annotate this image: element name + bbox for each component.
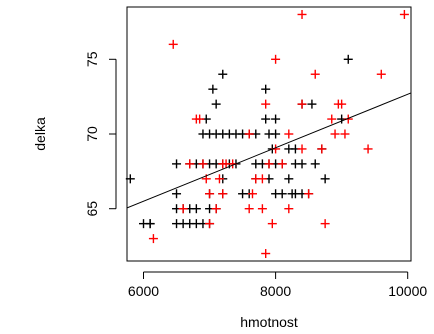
data-point: [244, 204, 254, 214]
data-point: [277, 159, 287, 169]
data-point: [214, 174, 224, 184]
x-axis: 6000 8000 10000: [128, 271, 427, 299]
data-point: [284, 204, 294, 214]
y-tick-label: 65: [84, 201, 100, 217]
data-point: [363, 144, 373, 154]
data-point: [330, 129, 340, 139]
data-point: [172, 159, 182, 169]
data-point: [271, 54, 281, 64]
data-point: [191, 204, 201, 214]
data-point: [257, 174, 267, 184]
data-point: [297, 9, 307, 19]
x-tick-label: 6000: [128, 283, 159, 299]
data-point: [261, 114, 271, 124]
data-point: [264, 159, 274, 169]
data-point: [307, 99, 317, 109]
data-point: [310, 69, 320, 79]
data-point: [261, 249, 271, 259]
x-tick-label: 10000: [388, 283, 427, 299]
data-point: [317, 144, 327, 154]
data-point: [340, 129, 350, 139]
data-point: [304, 189, 314, 199]
data-point: [343, 54, 353, 64]
data-point: [343, 114, 353, 124]
data-point: [297, 159, 307, 169]
data-point: [205, 189, 215, 199]
data-point: [185, 159, 195, 169]
data-point: [310, 159, 320, 169]
data-point: [261, 84, 271, 94]
data-point: [271, 129, 281, 139]
data-point: [247, 189, 257, 199]
data-point: [267, 219, 277, 229]
data-point: [208, 84, 218, 94]
data-point: [284, 129, 294, 139]
data-point: [172, 189, 182, 199]
y-axis: 65 70 75: [84, 51, 117, 217]
data-point: [244, 129, 254, 139]
data-point: [271, 114, 281, 124]
data-points: [125, 9, 409, 259]
data-point: [399, 9, 409, 19]
data-point: [198, 159, 208, 169]
data-point: [261, 99, 271, 109]
data-point: [211, 204, 221, 214]
data-point: [218, 189, 228, 199]
data-point: [178, 204, 188, 214]
regression-line: [126, 92, 412, 209]
data-point: [320, 219, 330, 229]
data-point: [218, 69, 228, 79]
data-point: [337, 99, 347, 109]
data-point: [145, 219, 155, 229]
data-point: [168, 39, 178, 49]
y-axis-label: delka: [32, 117, 48, 151]
data-point: [327, 114, 337, 124]
data-point: [148, 234, 158, 244]
data-point: [257, 204, 267, 214]
data-point: [297, 99, 307, 109]
data-point: [376, 69, 386, 79]
y-tick-label: 70: [84, 126, 100, 142]
data-point: [205, 219, 215, 229]
data-point: [297, 144, 307, 154]
data-point: [320, 174, 330, 184]
x-axis-label: hmotnost: [240, 314, 298, 330]
data-point: [195, 114, 205, 124]
plot-frame: [126, 6, 412, 262]
x-tick-label: 8000: [260, 283, 291, 299]
y-tick-label: 75: [84, 51, 100, 67]
data-point: [211, 99, 221, 109]
data-point: [277, 189, 287, 199]
data-point: [284, 174, 294, 184]
